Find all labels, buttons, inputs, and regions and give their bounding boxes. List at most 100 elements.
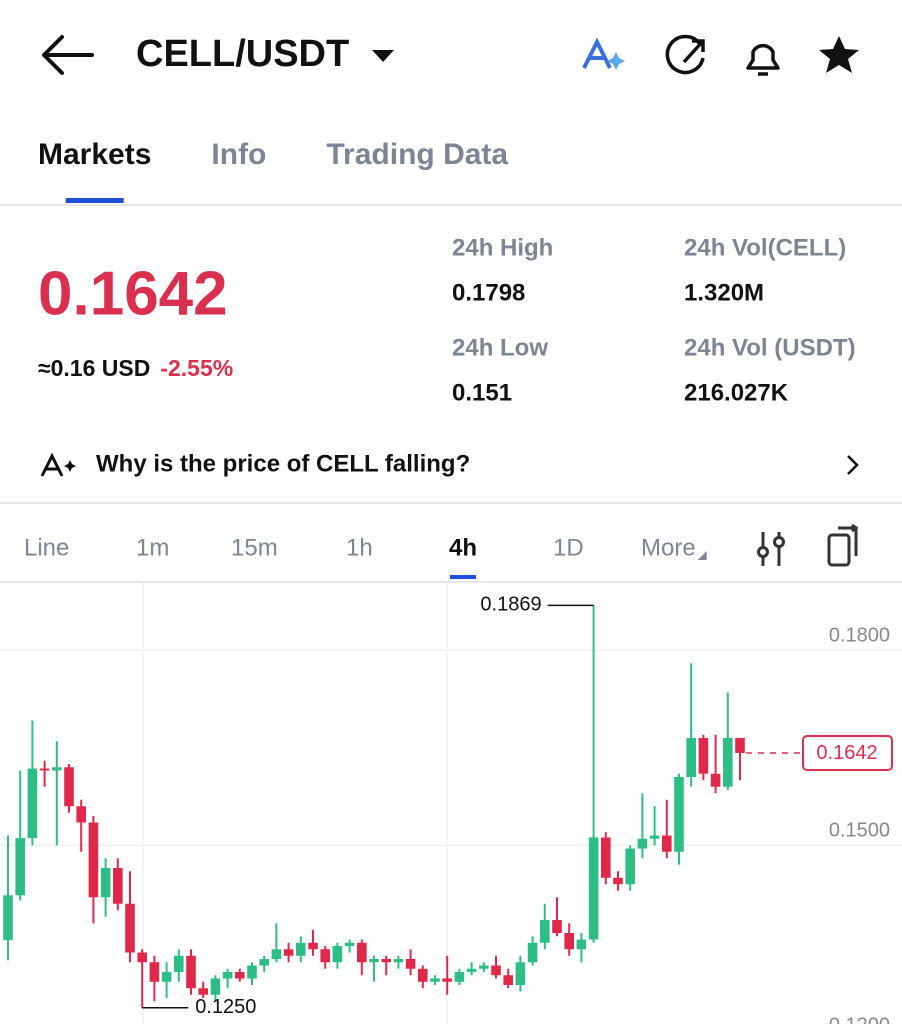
- candle-body: [113, 868, 123, 904]
- candle-body: [686, 738, 696, 777]
- candle-body: [247, 965, 257, 979]
- candle-body: [198, 988, 208, 995]
- candle-body: [491, 965, 501, 976]
- y-tick-label: 0.1200: [829, 1015, 890, 1024]
- candle-body: [674, 777, 684, 852]
- candle-body: [503, 975, 513, 985]
- candle-body: [540, 920, 550, 943]
- candle-body: [369, 959, 379, 963]
- candle-body: [161, 972, 172, 982]
- last-price: 0.1642: [38, 259, 228, 328]
- pair-title[interactable]: CELL/USDT: [136, 33, 349, 75]
- indicator-settings[interactable]: [757, 532, 785, 566]
- back-button[interactable]: [42, 35, 94, 75]
- candle-body: [296, 942, 306, 956]
- candle-body: [405, 959, 416, 969]
- interval-tab[interactable]: 15m: [231, 534, 278, 561]
- stat-label: 24h High: [452, 234, 553, 261]
- share-icon[interactable]: [665, 34, 705, 75]
- candle-body: [625, 848, 635, 885]
- candle-body: [357, 942, 367, 963]
- back-arrow: [42, 35, 94, 75]
- candle-body: [27, 768, 38, 839]
- pair-dropdown[interactable]: [372, 50, 394, 62]
- candle-body: [283, 949, 294, 956]
- chart-switch[interactable]: [827, 523, 859, 567]
- interval-tab[interactable]: Line: [24, 534, 69, 561]
- candle-body: [149, 962, 160, 982]
- candle-body: [174, 955, 184, 972]
- last-price-tag: [802, 734, 893, 771]
- tab[interactable]: Info: [211, 138, 266, 171]
- candle-body: [344, 942, 355, 946]
- tab-indicator: [65, 198, 124, 203]
- candle-body: [186, 955, 196, 989]
- candle-body: [466, 968, 477, 972]
- candle-body: [52, 767, 62, 771]
- ai-icon[interactable]: [582, 37, 625, 70]
- candle-body: [662, 835, 672, 852]
- interval-tab[interactable]: 4h: [449, 534, 477, 561]
- candle-body: [552, 920, 562, 933]
- y-tick-label: 0.1500: [829, 820, 890, 842]
- candle-body: [308, 942, 318, 950]
- last-price-label: 0.1642: [816, 742, 877, 764]
- interval-tab[interactable]: More: [641, 534, 696, 561]
- candle-body: [735, 738, 745, 753]
- insight-row[interactable]: Why is the price of CELL falling?: [40, 450, 859, 477]
- candle-body: [710, 773, 721, 787]
- stat-value: 1.320M: [684, 279, 764, 306]
- stat-value: 216.027K: [684, 379, 789, 406]
- candle-body: [222, 972, 233, 979]
- candle-body: [649, 835, 660, 839]
- candle-body: [39, 768, 50, 771]
- annotation-label: 0.1869: [480, 594, 541, 616]
- candle-body: [271, 949, 282, 959]
- candle-body: [125, 903, 135, 953]
- candle-body: [418, 968, 428, 982]
- candle-body: [613, 877, 623, 885]
- candle-body: [698, 738, 709, 774]
- insight-text: Why is the price of CELL falling?: [96, 450, 470, 477]
- candle-body: [381, 959, 391, 963]
- candle-body: [3, 895, 13, 941]
- interval-tab[interactable]: 1D: [553, 534, 584, 561]
- alert-icon[interactable]: [746, 43, 780, 76]
- candle-body: [393, 959, 404, 963]
- price-change: -2.55%: [160, 355, 233, 381]
- candle-body: [454, 972, 465, 982]
- tab[interactable]: Trading Data: [326, 138, 508, 171]
- candle-body: [100, 868, 111, 898]
- y-tick-label: 0.1800: [829, 625, 890, 647]
- candle-body: [64, 767, 74, 807]
- interval-indicator: [450, 575, 477, 579]
- candle-body: [15, 838, 25, 896]
- stat-label: 24h Low: [452, 334, 548, 361]
- more-caret: [697, 551, 707, 560]
- candle-body: [637, 838, 648, 849]
- candle-body: [442, 978, 452, 982]
- candle-body: [515, 962, 526, 985]
- candle-body: [588, 837, 599, 940]
- candle-body: [235, 972, 245, 979]
- candle-body: [76, 806, 86, 823]
- tab[interactable]: Markets: [38, 138, 151, 171]
- interval-tab[interactable]: 1m: [136, 534, 169, 561]
- interval-tab[interactable]: 1h: [346, 534, 373, 561]
- favorite-star[interactable]: [819, 36, 859, 73]
- candle-body: [564, 933, 574, 950]
- candle-body: [320, 949, 330, 963]
- annotation-label: 0.1250: [195, 996, 256, 1018]
- candle-body: [332, 946, 343, 963]
- usd-price: ≈0.16 USD: [38, 355, 150, 381]
- candle-body: [576, 939, 587, 950]
- candle-body: [137, 952, 147, 963]
- candle-body: [527, 942, 538, 963]
- candle-body: [88, 822, 99, 898]
- candle-body: [259, 959, 269, 966]
- stat-value: 0.1798: [452, 279, 525, 306]
- candle-body: [430, 978, 440, 982]
- stat-label: 24h Vol (USDT): [684, 334, 856, 361]
